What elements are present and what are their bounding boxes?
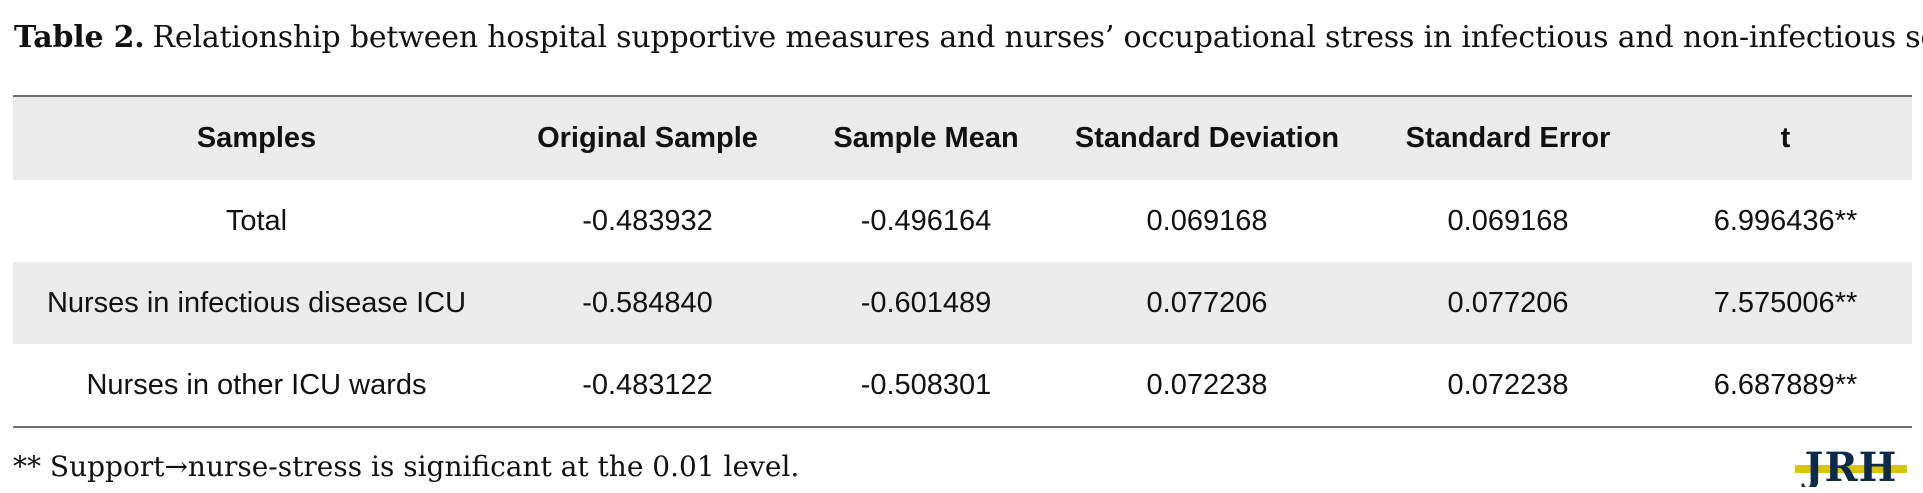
header-sample-mean: Sample Mean xyxy=(795,97,1057,180)
cell-original-sample: -0.483932 xyxy=(582,204,713,237)
results-table: Samples Original Sample Sample Mean Stan… xyxy=(13,97,1912,426)
table-row: Total -0.483932 -0.496164 0.069168 0.069… xyxy=(13,180,1912,262)
cell-original-sample: -0.483122 xyxy=(582,368,713,401)
cell-standard-error: 0.069168 xyxy=(1447,204,1569,237)
table-caption-text: Relationship between hospital supportive… xyxy=(152,20,1923,55)
table-caption: Table 2. Relationship between hospital su… xyxy=(14,18,1923,58)
header-standard-deviation: Standard Deviation xyxy=(1057,97,1357,180)
cell-standard-deviation: 0.072238 xyxy=(1146,368,1268,401)
journal-logo: JRH xyxy=(1795,444,1907,487)
cell-standard-deviation: 0.069168 xyxy=(1146,204,1268,237)
cell-sample-mean: -0.601489 xyxy=(795,262,1057,344)
cell-sample-name: Total xyxy=(225,204,288,237)
cell-t-value: 7.575006** xyxy=(1659,262,1912,344)
table-header-row: Samples Original Sample Sample Mean Stan… xyxy=(13,97,1912,180)
table-row: Nurses in infectious disease ICU -0.5848… xyxy=(13,262,1912,344)
header-t: t xyxy=(1659,97,1912,180)
cell-standard-error: 0.072238 xyxy=(1447,368,1569,401)
cell-standard-deviation: 0.077206 xyxy=(1057,262,1357,344)
cell-sample-mean: -0.508301 xyxy=(860,368,992,401)
table-caption-label: Table 2. xyxy=(14,20,145,55)
cell-sample-name: Nurses in other ICU wards xyxy=(86,368,427,401)
logo-text: JRH xyxy=(1802,444,1898,487)
header-standard-error: Standard Error xyxy=(1357,97,1659,180)
cell-sample-mean: -0.496164 xyxy=(860,204,992,237)
table-row: Nurses in other ICU wards -0.483122 -0.5… xyxy=(13,344,1912,426)
table-footnote: ** Support→nurse-stress is significant a… xyxy=(13,450,800,483)
header-original-sample: Original Sample xyxy=(500,97,795,180)
results-table-container: Samples Original Sample Sample Mean Stan… xyxy=(13,95,1912,428)
header-samples: Samples xyxy=(13,97,500,180)
logo-accent-band xyxy=(1795,465,1907,473)
cell-t-value: 6.996436** xyxy=(1713,204,1858,237)
cell-t-value: 6.687889** xyxy=(1713,368,1858,401)
cell-standard-error: 0.077206 xyxy=(1357,262,1659,344)
cell-original-sample: -0.584840 xyxy=(500,262,795,344)
cell-sample-name: Nurses in infectious disease ICU xyxy=(13,262,500,344)
